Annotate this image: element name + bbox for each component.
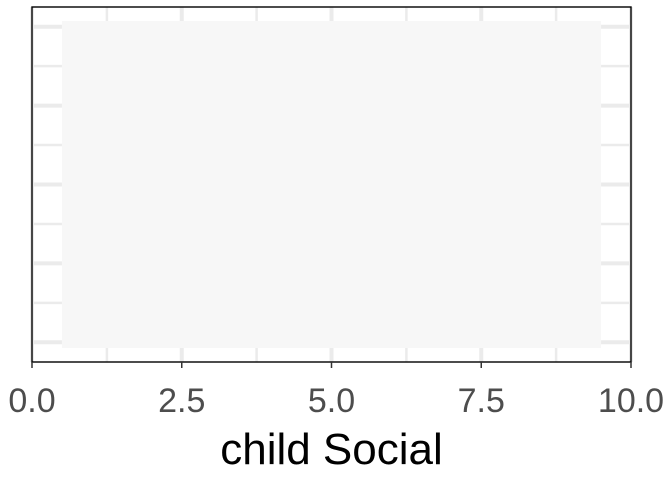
x-tick-label: 7.5 <box>458 382 505 420</box>
filled-region <box>61 21 602 348</box>
x-tick-label: 10.0 <box>598 382 664 420</box>
x-axis: 0.0 2.5 5.0 7.5 10.0 <box>8 362 664 420</box>
x-tick-label: 0.0 <box>8 382 55 420</box>
x-tick-label: 2.5 <box>158 382 205 420</box>
x-axis-title: child Social <box>220 425 443 474</box>
x-tick-label: 5.0 <box>308 382 355 420</box>
